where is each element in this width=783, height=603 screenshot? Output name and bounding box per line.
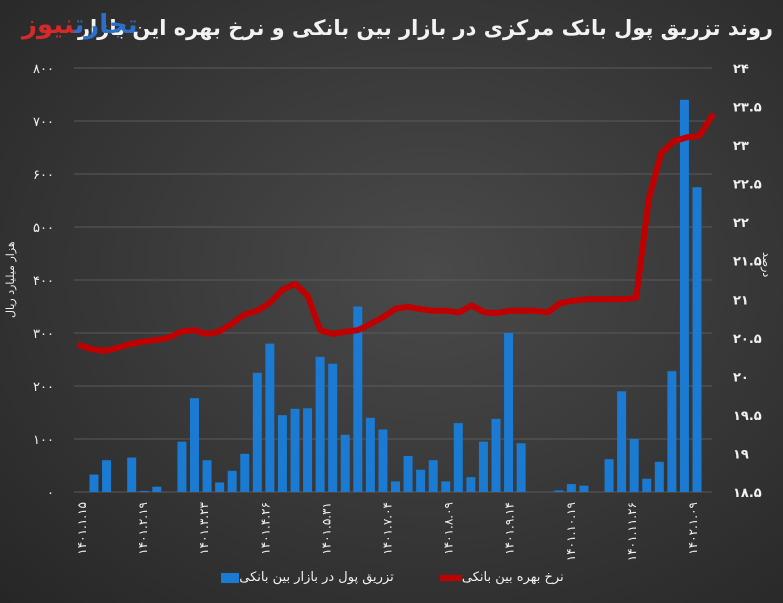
bar <box>227 470 237 492</box>
bar <box>391 481 400 492</box>
bar <box>303 408 313 492</box>
left-tick-label: ۵۰۰ <box>33 221 54 236</box>
bar <box>89 474 99 492</box>
bar <box>177 441 187 492</box>
left-tick-label: ۸۰۰ <box>33 62 54 77</box>
bar <box>516 443 526 492</box>
legend-item-line: نرخ بهره بین بانکی <box>438 570 564 585</box>
x-tick-label: ۱۴۰۲.۱.۰۹ <box>686 502 700 555</box>
right-tick-label: ۲۳.۵ <box>733 101 762 116</box>
right-tick-label: ۱۹.۵ <box>733 409 762 424</box>
bar <box>290 408 300 492</box>
bar <box>491 418 501 492</box>
right-tick-label: ۲۳ <box>733 139 749 154</box>
x-tick-label: ۱۴۰۱.۱۰.۱۹ <box>564 502 578 561</box>
bar <box>127 457 137 492</box>
left-tick-label: ۱۰۰ <box>33 433 54 448</box>
bar <box>202 460 212 492</box>
bar <box>190 398 199 492</box>
bar <box>629 439 639 492</box>
bar <box>315 356 325 492</box>
right-axis-title: درصد <box>760 252 773 278</box>
bar <box>554 490 564 492</box>
bar <box>277 415 287 492</box>
bar <box>617 391 627 492</box>
bar <box>240 453 250 492</box>
bar <box>252 372 262 492</box>
right-tick-label: ۲۰.۵ <box>733 332 762 347</box>
bar <box>139 490 149 492</box>
legend-line-label: نرخ بهره بین بانکی <box>461 570 564 585</box>
bar <box>466 477 476 492</box>
x-axis-ticks: ۱۴۰۱.۱.۱۵ ۱۴۰۱.۲.۱۹ ۱۴۰۱.۳.۲۳ ۱۴۰۱.۴.۲۶ ۱۴۰۱… <box>75 501 700 561</box>
bar <box>416 469 426 492</box>
bar-series <box>89 99 702 493</box>
logo-part2: نیوز <box>22 10 75 40</box>
right-tick-label: ۱۸.۵ <box>733 486 762 501</box>
left-tick-label: ۷۰۰ <box>33 115 54 130</box>
left-axis-ticks: ۰ ۱۰۰ ۲۰۰ ۳۰۰ ۴۰۰ ۵۰۰ ۶۰۰ ۷۰۰ ۸۰۰ <box>33 62 54 501</box>
right-tick-label: ۲۲ <box>733 216 749 231</box>
bar <box>265 343 275 492</box>
bar <box>604 459 614 492</box>
left-tick-label: ۴۰۰ <box>33 274 54 289</box>
legend-bar-swatch-icon <box>221 572 240 583</box>
x-tick-label: ۱۴۰۱.۱۱.۲۶ <box>625 502 639 561</box>
right-tick-label: ۲۱ <box>733 293 749 308</box>
bar <box>566 484 576 492</box>
bar <box>353 306 363 492</box>
bar <box>453 423 463 492</box>
bar <box>378 429 388 492</box>
left-tick-label: ۶۰۰ <box>33 168 54 183</box>
bar <box>679 99 689 493</box>
bar <box>692 187 702 492</box>
right-tick-label: ۲۰ <box>733 370 749 385</box>
bar <box>215 482 225 492</box>
left-tick-label: ۰ <box>47 486 54 501</box>
x-tick-label: ۱۴۰۱.۳.۲۳ <box>197 501 211 554</box>
x-tick-label: ۱۴۰۱.۴.۲۶ <box>258 502 272 555</box>
bar <box>102 460 112 492</box>
header: روند تزریق پول بانک مرکزی در بازار بین ب… <box>0 0 783 58</box>
bar <box>328 363 338 492</box>
x-tick-label: ۱۴۰۱.۹.۱۴ <box>503 502 517 555</box>
right-axis-ticks: ۱۸.۵ ۱۹ ۱۹.۵ ۲۰ ۲۰.۵ ۲۱ ۲۱.۵ ۲۲ ۲۲.۵ ۲۳ ۲۳.۵ ۲۴ <box>733 62 762 501</box>
bar <box>667 371 677 492</box>
left-tick-label: ۲۰۰ <box>33 380 54 395</box>
legend-item-bar: تزریق پول در بازار بین بانکی <box>219 570 394 585</box>
x-tick-label: ۱۴۰۱.۱.۱۵ <box>75 502 89 555</box>
bar <box>152 486 162 492</box>
bar <box>403 455 413 492</box>
chart-title: روند تزریق پول بانک مرکزی در بازار بین ب… <box>77 16 773 40</box>
x-tick-label: ۱۴۰۱.۷.۰۴ <box>381 502 395 555</box>
x-tick-label: ۱۴۰۱.۵.۳۱ <box>319 502 333 555</box>
legend: نرخ بهره بین بانکی تزریق پول در بازار بی… <box>0 570 783 585</box>
x-tick-label: ۱۴۰۱.۲.۱۹ <box>136 502 150 555</box>
legend-line-swatch-icon <box>439 574 462 581</box>
legend-bar-label: تزریق پول در بازار بین بانکی <box>239 570 394 585</box>
left-tick-label: ۳۰۰ <box>33 327 54 342</box>
logo-part1: تجارت <box>74 10 139 40</box>
right-tick-label: ۲۱.۵ <box>733 255 762 270</box>
bar <box>504 333 514 492</box>
logo: تجارتنیوز <box>22 10 139 40</box>
bar <box>642 478 652 492</box>
bar <box>579 485 589 492</box>
bar <box>478 441 488 492</box>
bar <box>654 461 664 492</box>
right-tick-label: ۲۲.۵ <box>733 178 762 193</box>
bar <box>441 481 451 492</box>
bar <box>428 460 438 492</box>
x-tick-label: ۱۴۰۱.۸.۰۹ <box>442 502 456 555</box>
right-tick-label: ۲۴ <box>733 62 749 77</box>
bar <box>365 417 375 492</box>
interest-rate-line <box>77 112 715 354</box>
line-series <box>77 112 715 354</box>
gridlines <box>74 67 712 493</box>
right-tick-label: ۱۹ <box>733 447 749 462</box>
bar <box>340 434 350 492</box>
